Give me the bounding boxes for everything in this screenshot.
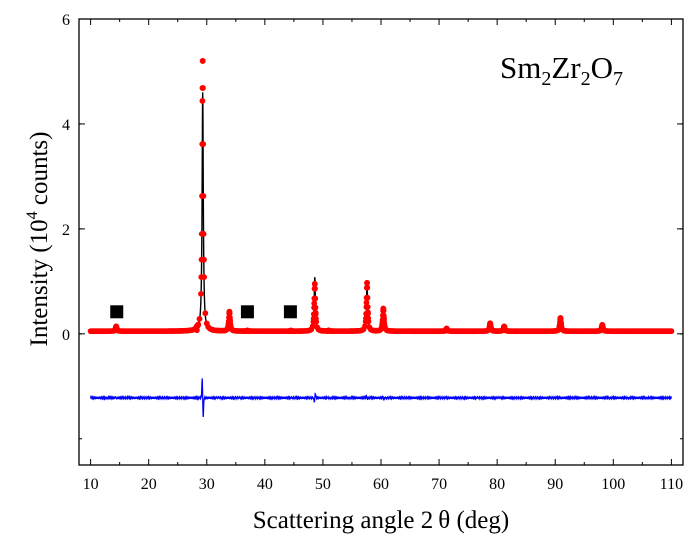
x-tick-label: 90 bbox=[547, 476, 563, 493]
difference-curve bbox=[90, 378, 672, 418]
observed-point bbox=[365, 310, 371, 317]
observed-point bbox=[312, 311, 319, 318]
y-tick-label: 0 bbox=[62, 327, 70, 344]
observed-point bbox=[325, 327, 332, 334]
x-tick-label: 110 bbox=[660, 476, 683, 493]
y-axis-title: Intensity (104 counts) bbox=[24, 132, 53, 347]
observed-point bbox=[201, 274, 208, 281]
observed-point bbox=[443, 325, 450, 332]
observed-point bbox=[365, 318, 372, 325]
calculated-curve-layer bbox=[90, 92, 672, 332]
observed-point bbox=[364, 280, 370, 286]
impurity-marker-layer bbox=[110, 305, 297, 319]
observed-point bbox=[200, 141, 207, 147]
y-tick-label: 2 bbox=[62, 222, 70, 239]
difference-curve-layer bbox=[90, 378, 672, 418]
observed-point bbox=[311, 281, 318, 287]
observed-point bbox=[199, 98, 206, 104]
observed-point bbox=[244, 327, 251, 334]
impurity-marker bbox=[110, 305, 124, 319]
observed-point bbox=[113, 323, 120, 330]
observed-point bbox=[194, 327, 200, 334]
x-tick-label: 20 bbox=[141, 476, 157, 493]
observed-point bbox=[488, 326, 495, 333]
observed-point bbox=[227, 324, 234, 331]
x-tick-label: 60 bbox=[373, 476, 389, 493]
observed-point bbox=[312, 285, 318, 292]
observed-point bbox=[364, 294, 371, 301]
observed-point bbox=[557, 315, 564, 321]
x-tick-label: 80 bbox=[489, 476, 505, 493]
x-axis-title: Scattering angle 2 θ (deg) bbox=[253, 507, 509, 534]
x-tick-label: 10 bbox=[83, 476, 99, 493]
x-tick-label: 40 bbox=[257, 476, 273, 493]
observed-point bbox=[288, 327, 294, 334]
x-tick-label: 70 bbox=[431, 476, 447, 493]
observed-point bbox=[558, 325, 565, 332]
observed-point bbox=[200, 256, 207, 263]
observed-point bbox=[364, 284, 371, 291]
y-axis-ticks: 0 2 4 6 bbox=[62, 12, 683, 440]
observed-point bbox=[364, 304, 371, 310]
observed-point bbox=[362, 323, 368, 329]
observed-point bbox=[200, 230, 207, 237]
x-tick-label: 30 bbox=[199, 476, 215, 493]
observed-point bbox=[313, 318, 320, 325]
observed-point bbox=[200, 85, 206, 91]
observed-point bbox=[196, 315, 203, 322]
observed-point bbox=[312, 304, 319, 311]
observed-points-layer bbox=[87, 58, 675, 335]
observed-point bbox=[380, 312, 387, 319]
observed-point bbox=[226, 308, 233, 315]
observed-point bbox=[312, 295, 319, 302]
observed-point bbox=[380, 305, 387, 312]
observed-point bbox=[198, 290, 204, 297]
y-tick-label: 6 bbox=[62, 12, 70, 29]
y-tick-label: 4 bbox=[62, 117, 70, 134]
observed-point bbox=[668, 328, 675, 335]
impurity-marker bbox=[283, 305, 297, 319]
observed-point bbox=[600, 327, 607, 333]
impurity-marker bbox=[240, 305, 254, 319]
observed-point bbox=[599, 322, 606, 328]
observed-point bbox=[195, 321, 202, 328]
compound-label: Sm2Zr2O7 bbox=[500, 50, 623, 90]
calculated-curve bbox=[90, 92, 672, 332]
observed-point bbox=[501, 323, 508, 330]
x-tick-label: 50 bbox=[315, 476, 331, 493]
observed-point bbox=[309, 323, 316, 330]
observed-point bbox=[199, 58, 206, 64]
observed-point bbox=[381, 323, 388, 330]
observed-point bbox=[200, 193, 207, 199]
x-tick-label: 100 bbox=[601, 476, 625, 493]
x-axis-ticks: 10 20 30 40 50 60 70 80 90 100 110 bbox=[83, 19, 683, 493]
observed-point bbox=[487, 320, 494, 327]
observed-point bbox=[202, 310, 209, 317]
